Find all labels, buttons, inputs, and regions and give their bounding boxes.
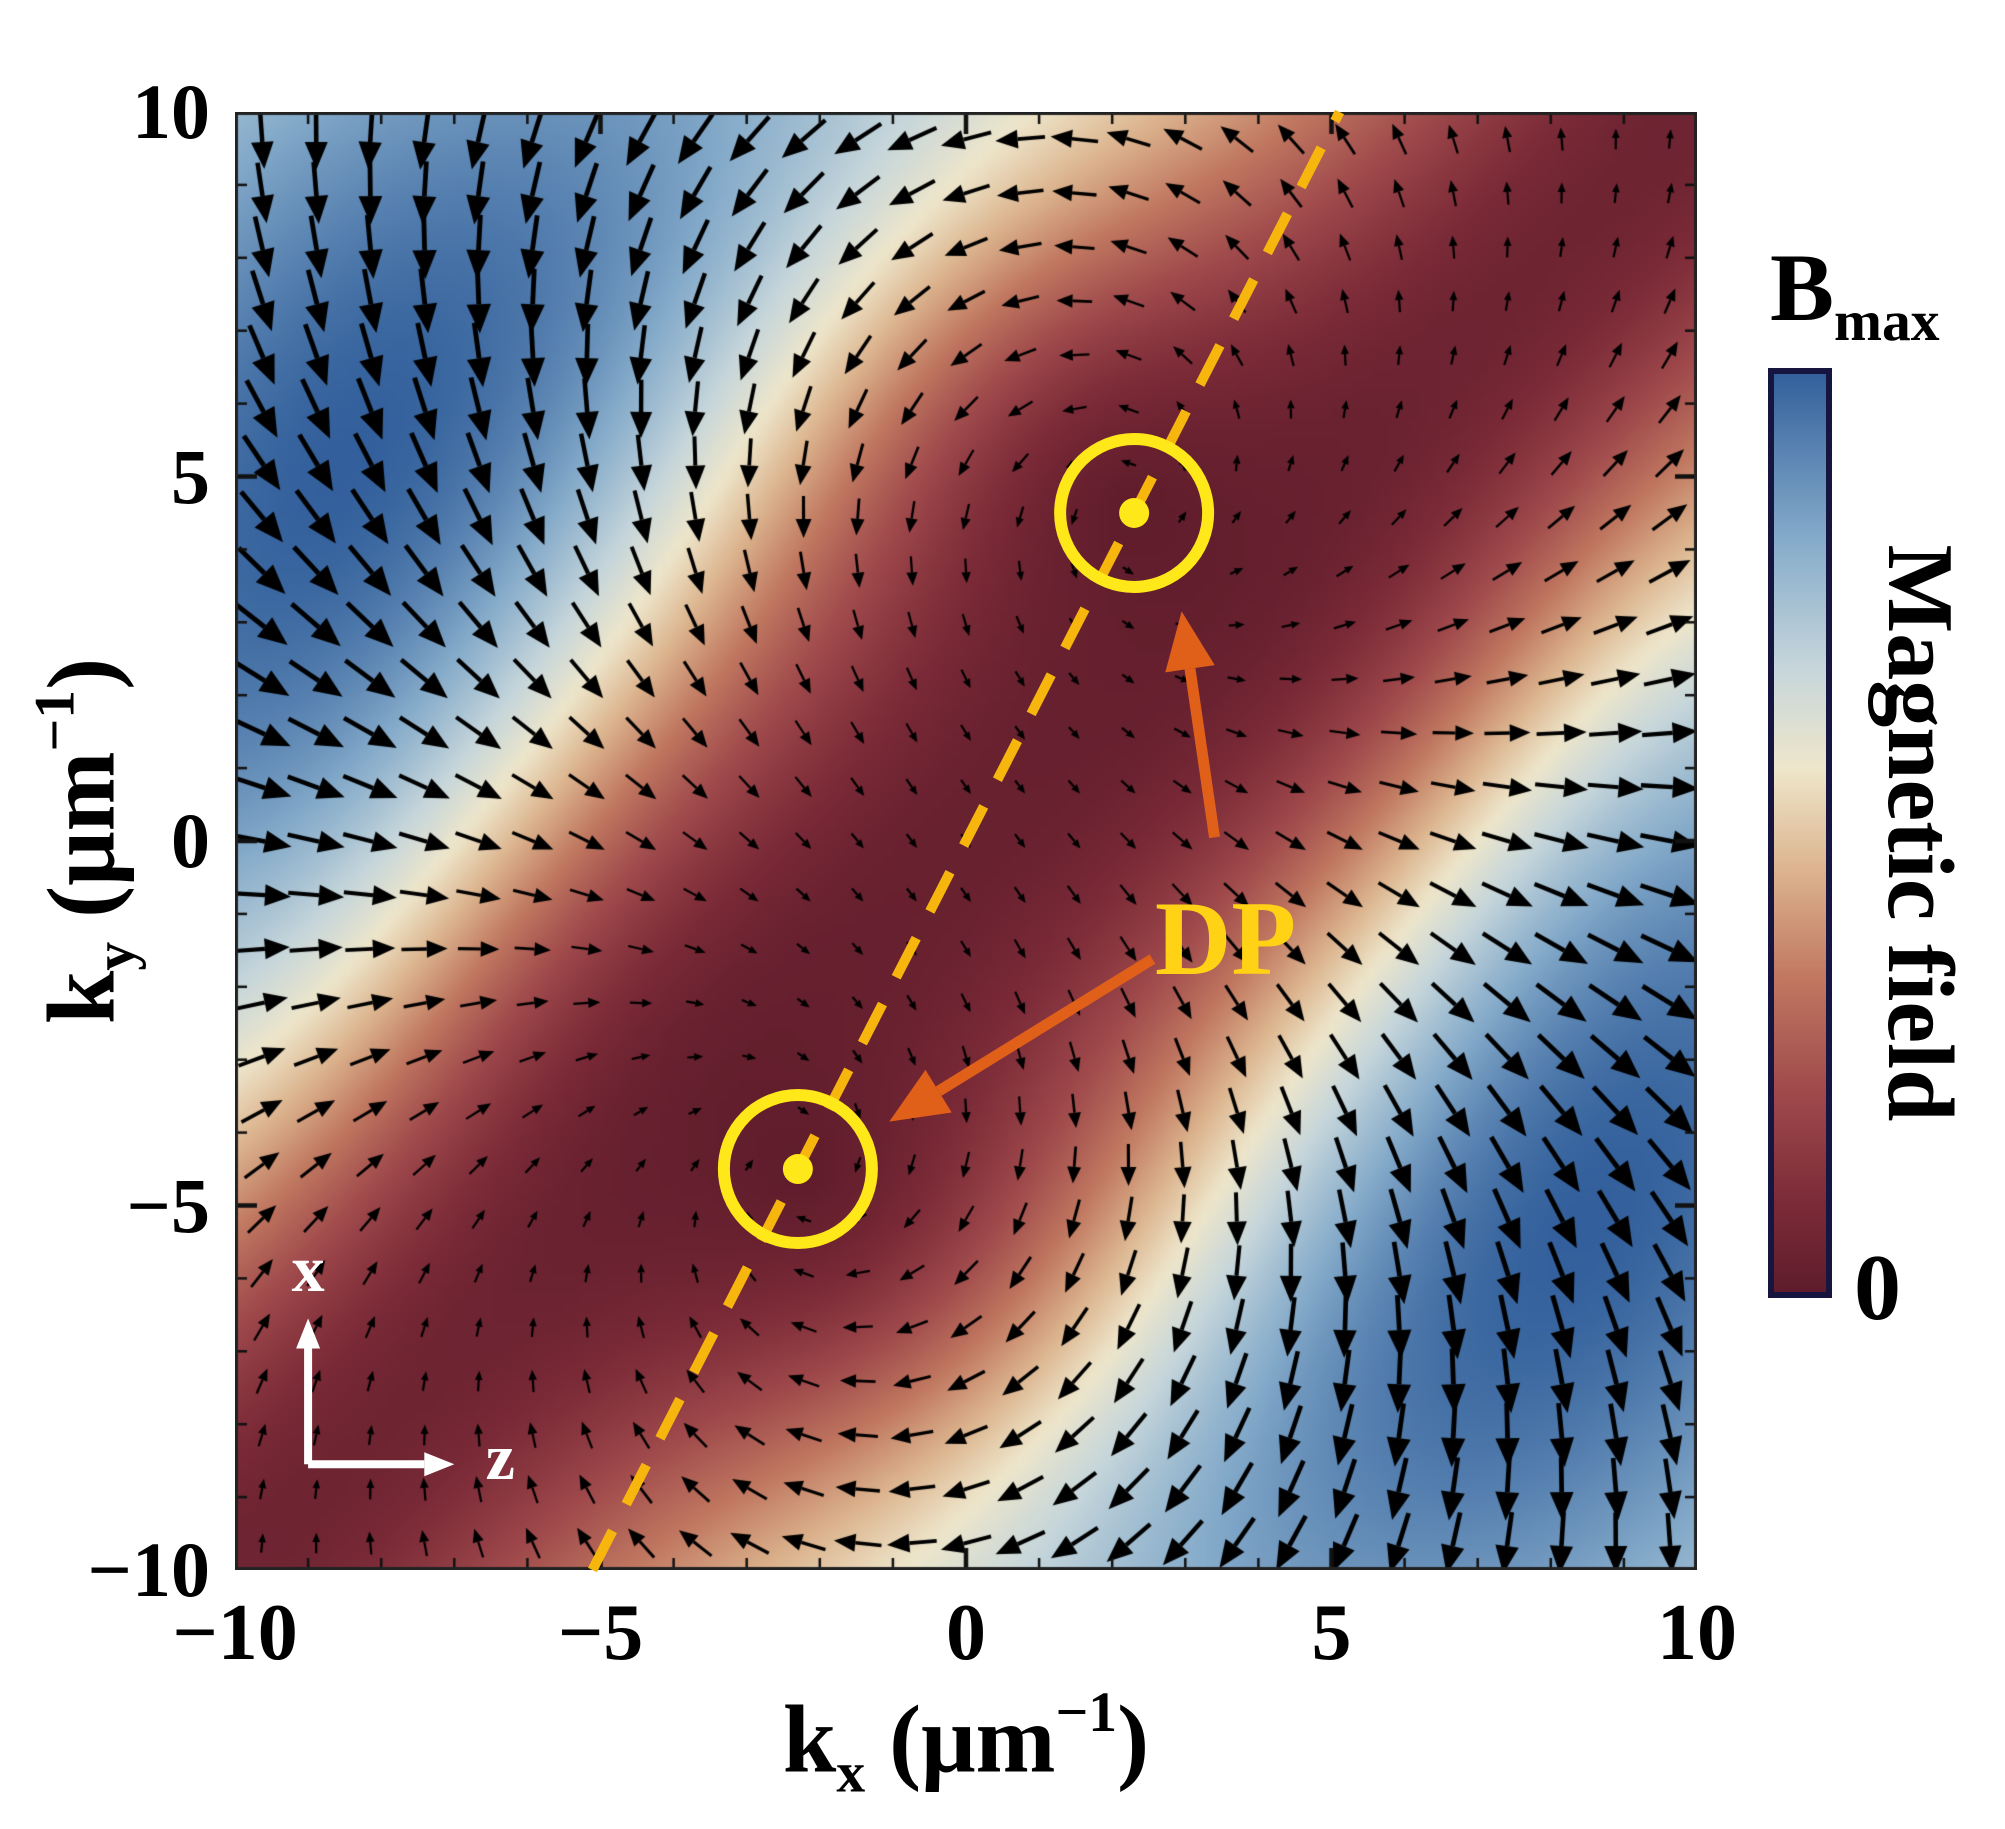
colorbar-max-label: Bmax bbox=[1770, 232, 1940, 354]
y-tick-label: 5 bbox=[171, 432, 210, 520]
y-axis-unit: (μm bbox=[27, 751, 135, 942]
x-axis-unit-exponent: −1 bbox=[1055, 1681, 1118, 1744]
y-axis-unit-exponent: −1 bbox=[23, 689, 87, 752]
colorbar-min-label: 0 bbox=[1854, 1236, 1901, 1340]
y-tick-label: −5 bbox=[126, 1161, 210, 1249]
x-tick-label: 5 bbox=[1311, 1589, 1352, 1677]
y-tick-label: −10 bbox=[87, 1526, 210, 1613]
x-tick-label: −5 bbox=[557, 1589, 644, 1677]
x-axis-label: kx (μm−1) bbox=[783, 1680, 1149, 1806]
coordinate-frame-z-label: z bbox=[485, 1421, 515, 1495]
y-axis-subscript: y bbox=[83, 941, 147, 971]
field-heatmap-quiver-canvas bbox=[235, 112, 1697, 1570]
y-axis-label: ky (μm−1) bbox=[22, 658, 148, 1024]
x-axis-unit: (μm bbox=[865, 1685, 1056, 1793]
dp-label: DP bbox=[1154, 880, 1297, 998]
x-axis-unit-close: ) bbox=[1117, 1685, 1150, 1793]
x-tick-label: 10 bbox=[1657, 1589, 1737, 1677]
y-tick-label: 10 bbox=[132, 68, 210, 155]
x-axis-subscript: x bbox=[836, 1741, 866, 1805]
x-tick-label: −10 bbox=[172, 1589, 298, 1677]
colorbar-max-symbol: B bbox=[1770, 234, 1835, 341]
y-axis-symbol: k bbox=[27, 970, 135, 1025]
coordinate-frame-x-label: x bbox=[291, 1233, 325, 1307]
y-tick-label: 0 bbox=[171, 797, 210, 884]
y-axis-unit-close: ) bbox=[27, 657, 135, 690]
x-axis-symbol: k bbox=[782, 1685, 837, 1793]
x-tick-label: 0 bbox=[946, 1589, 986, 1677]
colorbar-max-subscript: max bbox=[1834, 290, 1940, 354]
colorbar bbox=[1768, 368, 1832, 1298]
colorbar-title: Magnetic field bbox=[1868, 544, 1972, 1122]
